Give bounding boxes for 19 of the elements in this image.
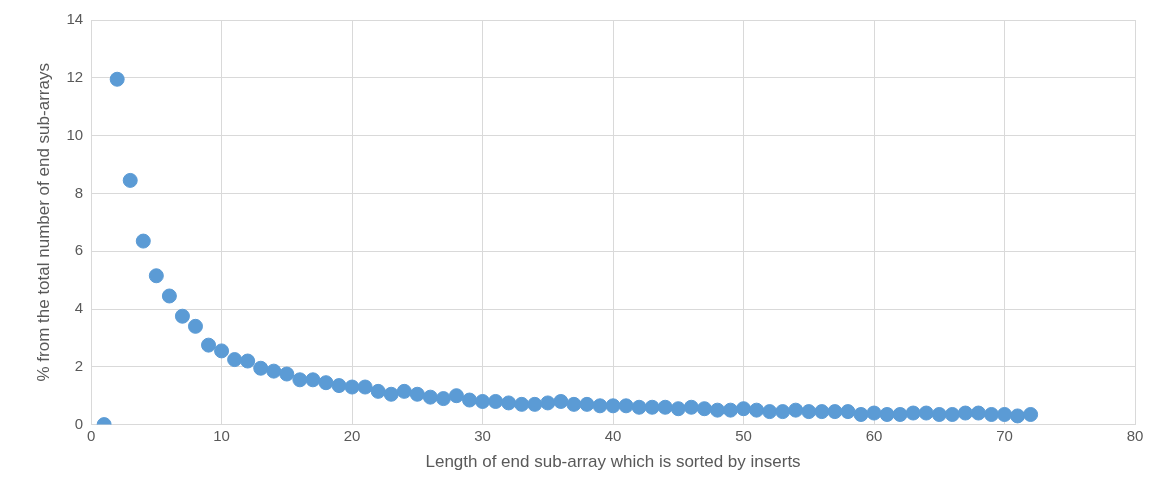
y-tick-label: 12 [66,67,84,85]
y-tick-label: 6 [74,241,84,259]
x-tick-label: 60 [865,426,883,444]
x-tick-label: 20 [343,426,361,444]
y-tick-label: 14 [66,10,84,28]
x-tick-label: 10 [213,426,230,444]
y-axis-title: % from the total number of end sub-arrays [33,63,53,382]
y-tick-label: 4 [74,299,84,317]
x-tick-label: 80 [1126,426,1144,444]
y-tick-label: 10 [66,125,84,143]
y-tick-label: 2 [74,356,84,374]
x-tick-label: 0 [86,426,96,444]
x-axis-title: Length of end sub-array which is sorted by inserts [425,452,801,472]
x-tick-label: 50 [735,426,752,444]
x-tick-label: 30 [474,426,491,444]
y-tick-label: 8 [74,183,84,201]
x-tick-label: 40 [604,426,622,444]
y-tick-label: 0 [74,414,84,432]
x-tick-label: 70 [996,426,1013,444]
